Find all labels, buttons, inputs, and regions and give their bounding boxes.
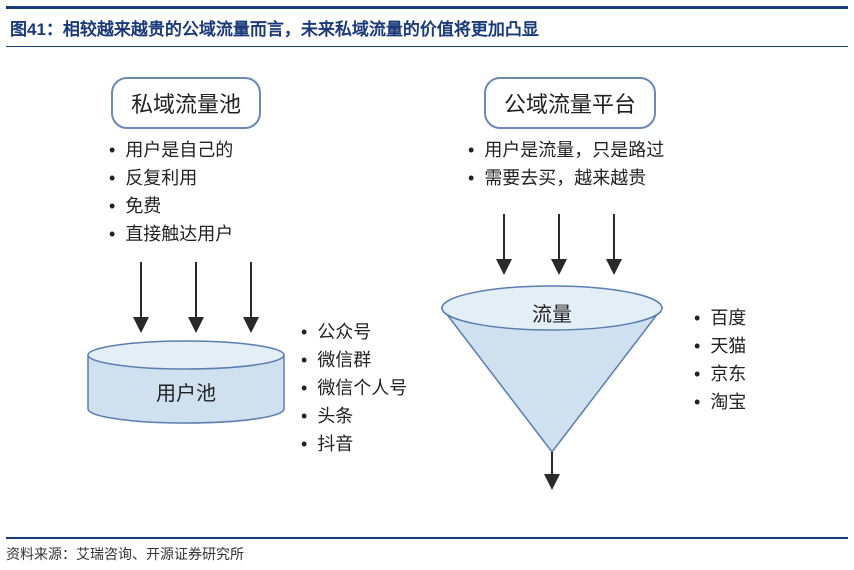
list-item: 头条	[301, 403, 407, 431]
list-item: 京东	[694, 361, 746, 389]
list-item: 用户是流量，只是路过	[468, 137, 664, 165]
list-item: 需要去买，越来越贵	[468, 165, 664, 193]
left-heading-text: 私域流量池	[131, 92, 241, 117]
list-item: 反复利用	[109, 165, 233, 193]
right-heading-text: 公域流量平台	[504, 92, 636, 117]
user-pool-cylinder: 用户池	[86, 339, 286, 425]
list-item: 抖音	[301, 431, 407, 459]
left-channels-list: 公众号 微信群 微信个人号 头条 抖音	[301, 319, 407, 458]
left-heading-box: 私域流量池	[111, 77, 261, 129]
list-item: 免费	[109, 193, 233, 221]
right-heading-box: 公域流量平台	[484, 77, 656, 129]
right-arrows-icon	[484, 209, 644, 281]
left-arrows-icon	[116, 257, 276, 339]
list-item: 天猫	[694, 333, 746, 361]
left-features-list: 用户是自己的 反复利用 免费 直接触达用户	[109, 137, 233, 249]
diagram-area: 私域流量池 用户是自己的 反复利用 免费 直接触达用户 用户池 公众号 微信群 …	[6, 47, 848, 517]
cylinder-label: 用户池	[86, 377, 286, 406]
source-citation: 资料来源：艾瑞咨询、开源证券研究所	[6, 537, 848, 564]
right-channels-list: 百度 天猫 京东 淘宝	[694, 305, 746, 417]
list-item: 淘宝	[694, 389, 746, 417]
list-item: 直接触达用户	[109, 221, 233, 249]
list-item: 百度	[694, 305, 746, 333]
list-item: 公众号	[301, 319, 407, 347]
list-item: 微信群	[301, 347, 407, 375]
funnel-label: 流量	[438, 298, 666, 327]
figure-title-bar: 图41：相较越来越贵的公域流量而言，未来私域流量的价值将更加凸显	[6, 6, 848, 47]
figure-title: 图41：相较越来越贵的公域流量而言，未来私域流量的价值将更加凸显	[10, 15, 844, 40]
list-item: 用户是自己的	[109, 137, 233, 165]
list-item: 微信个人号	[301, 375, 407, 403]
right-features-list: 用户是流量，只是路过 需要去买，越来越贵	[468, 137, 664, 193]
traffic-funnel: 流量	[438, 282, 666, 492]
